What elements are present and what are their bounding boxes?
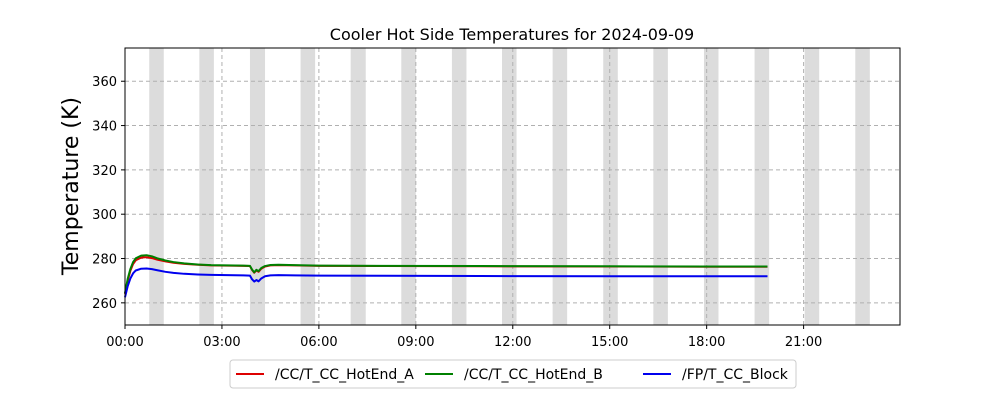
shaded-interval-2 bbox=[249, 48, 266, 325]
shaded-interval-6 bbox=[451, 48, 467, 325]
legend-label-0: /CC/T_CC_HotEnd_A bbox=[275, 367, 414, 383]
x-tick-label: 06:00 bbox=[300, 335, 337, 350]
shaded-interval-8 bbox=[552, 48, 568, 325]
y-tick-label: 360 bbox=[92, 75, 117, 90]
shaded-interval-10 bbox=[653, 48, 668, 325]
series-line-1 bbox=[124, 254, 768, 294]
legend-frame bbox=[229, 359, 797, 389]
shaded-interval-14 bbox=[855, 48, 870, 325]
x-tick-label: 18:00 bbox=[688, 335, 725, 350]
y-tick-label: 280 bbox=[92, 253, 117, 268]
shaded-interval-12 bbox=[754, 48, 770, 325]
x-tick-label: 09:00 bbox=[397, 335, 434, 350]
y-tick-label: 260 bbox=[92, 297, 117, 312]
y-tick-label: 320 bbox=[92, 164, 117, 179]
grid-lines bbox=[125, 48, 900, 325]
y-axis-ticks: 260 280 300 320 340 360 bbox=[92, 75, 125, 312]
legend-label-1: /CC/T_CC_HotEnd_B bbox=[464, 367, 603, 383]
shaded-interval-9 bbox=[603, 48, 618, 325]
x-tick-label: 12:00 bbox=[494, 335, 531, 350]
legend-label-2: /FP/T_CC_Block bbox=[682, 367, 789, 383]
shaded-interval-7 bbox=[501, 48, 517, 325]
series-lines bbox=[124, 254, 768, 298]
shaded-interval-3 bbox=[300, 48, 316, 325]
x-tick-label: 15:00 bbox=[591, 335, 628, 350]
x-tick-label: 21:00 bbox=[785, 335, 822, 350]
chart-title: Cooler Hot Side Temperatures for 2024-09… bbox=[330, 25, 694, 44]
legend: /CC/T_CC_HotEnd_A/CC/T_CC_HotEnd_B/FP/T_… bbox=[229, 359, 797, 389]
shaded-interval-0 bbox=[149, 48, 164, 325]
y-tick-label: 300 bbox=[92, 208, 117, 223]
shaded-interval-4 bbox=[350, 48, 366, 325]
shaded-intervals bbox=[149, 48, 870, 325]
shaded-interval-1 bbox=[199, 48, 214, 325]
series-line-2 bbox=[124, 267, 768, 298]
y-tick-label: 340 bbox=[92, 120, 117, 135]
y-axis-label: Temperature (K) bbox=[59, 97, 84, 276]
x-axis-ticks: 00:00 03:00 06:00 09:00 12:00 15:00 18:00 21:00 bbox=[106, 325, 822, 350]
shaded-interval-5 bbox=[401, 48, 416, 325]
shaded-interval-13 bbox=[804, 48, 820, 325]
shaded-interval-11 bbox=[703, 48, 719, 325]
x-tick-label: 00:00 bbox=[106, 335, 143, 350]
x-tick-label: 03:00 bbox=[203, 335, 240, 350]
